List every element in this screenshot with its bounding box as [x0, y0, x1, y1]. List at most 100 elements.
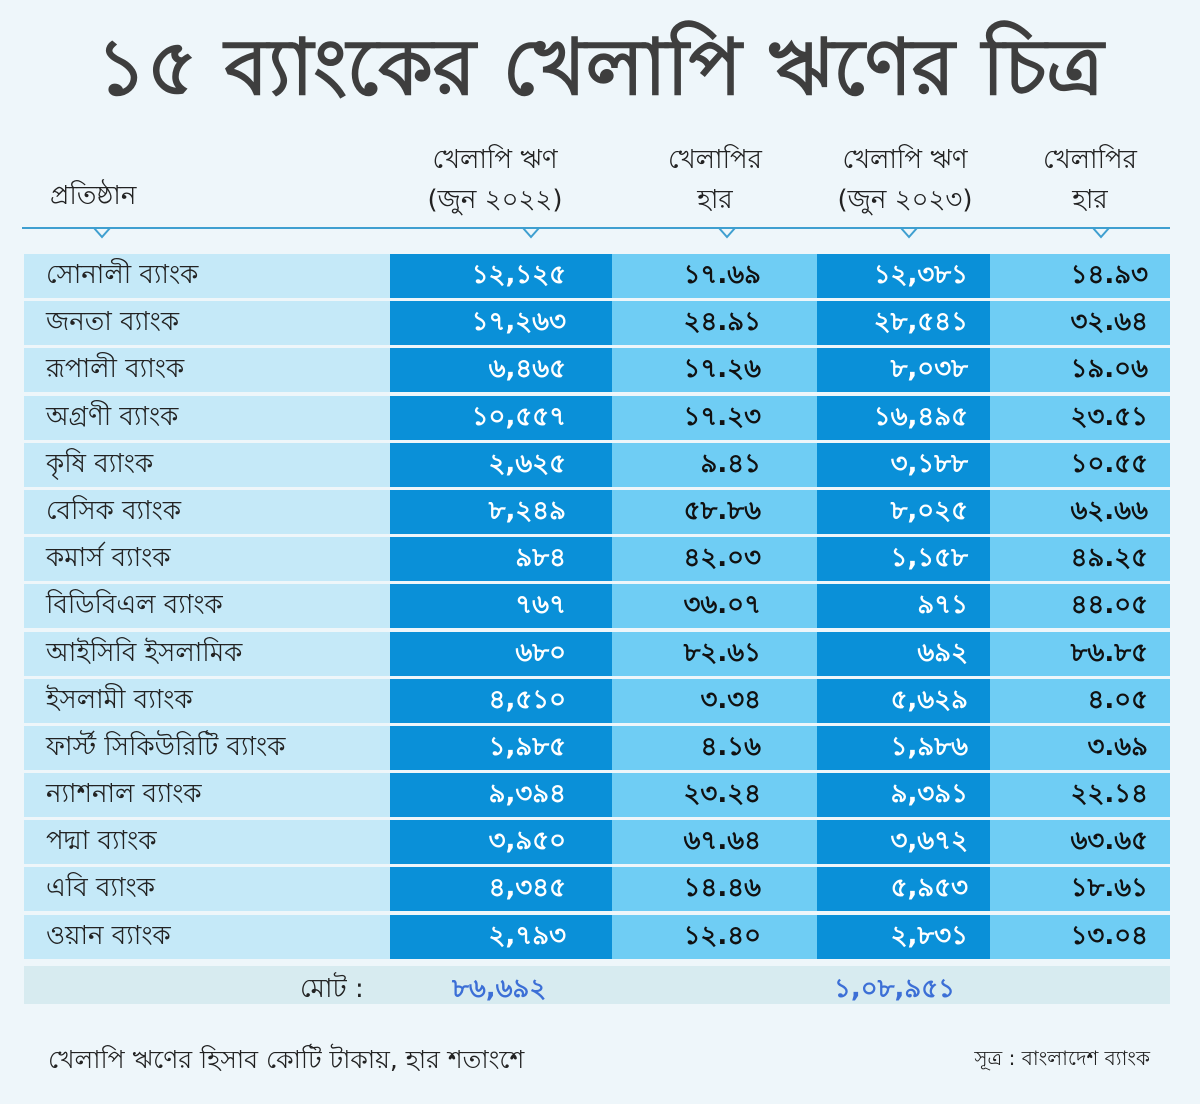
rate-2022-cell: ১৭.২৬	[612, 348, 817, 393]
table-row: আইসিবি ইসলামিক ৬৮০ ৮২.৬১ ৬৯২ ৮৬.৮৫	[24, 631, 1170, 676]
rate-2022-cell: ১৭.৬৯	[612, 254, 817, 298]
chevron-down-icon	[718, 227, 736, 239]
loan-2022-cell: ১৭,২৬৩	[390, 301, 612, 346]
loan-2022-cell: ২,৭৯৩	[390, 914, 612, 959]
bank-name-cell: বিডিবিএল ব্যাংক	[24, 584, 390, 629]
header-loan-2023-line1: খেলাপি ঋণ	[842, 145, 968, 175]
bank-name-cell: অগ্রণী ব্যাংক	[24, 395, 390, 440]
loan-2022-cell: ১,৯৮৫	[390, 725, 612, 770]
rate-2022-cell: ৮২.৬১	[612, 631, 817, 676]
bank-name-cell: ইসলামী ব্যাংক	[24, 678, 390, 723]
bank-name-cell: কৃষি ব্যাংক	[24, 442, 390, 487]
loan-2022-cell: ৩,৯৫০	[390, 820, 612, 865]
chevron-down-icon	[93, 227, 111, 239]
header-rate-2023-line2: হার	[1072, 185, 1108, 215]
rate-2022-cell: ৩.৩৪	[612, 678, 817, 723]
rate-2022-cell: ৯.৪১	[612, 442, 817, 487]
header-rate-2022: খেলাপির হার	[640, 140, 790, 220]
table-row: পদ্মা ব্যাংক ৩,৯৫০ ৬৭.৬৪ ৩,৬৭২ ৬৩.৬৫	[24, 820, 1170, 865]
data-table: সোনালী ব্যাংক ১২,১২৫ ১৭.৬৯ ১২,৩৮১ ১৪.৯৩ জনতা …	[24, 254, 1170, 962]
bank-name-cell: ন্যাশনাল ব্যাংক	[24, 773, 390, 818]
bank-name-cell: বেসিক ব্যাংক	[24, 489, 390, 534]
header-rate-2022-line2: হার	[697, 185, 733, 215]
table-row: ওয়ান ব্যাংক ২,৭৯৩ ১২.৪০ ২,৮৩১ ১৩.০৪	[24, 914, 1170, 959]
header-institution: প্রতিষ্ঠান	[50, 181, 137, 211]
rate-2023-cell: ৪.০৫	[990, 678, 1170, 723]
bank-name-cell: জনতা ব্যাংক	[24, 301, 390, 346]
rate-2023-cell: ৬৩.৬৫	[990, 820, 1170, 865]
rate-2023-cell: ৩.৬৯	[990, 725, 1170, 770]
loan-2023-cell: ২৮,৫৪১	[817, 301, 990, 346]
total-loan-2022: ৮৬,৬৯২	[452, 974, 547, 1004]
loan-2023-cell: ৮,০২৫	[817, 489, 990, 534]
header-divider	[22, 227, 1170, 229]
loan-2022-cell: ৯৮৪	[390, 537, 612, 582]
rate-2022-cell: ১৪.৪৬	[612, 867, 817, 912]
footnote: খেলাপি ঋণের হিসাব কোটি টাকায়, হার শতাংশ…	[48, 1045, 525, 1074]
table-row: অগ্রণী ব্যাংক ১০,৫৫৭ ১৭.২৩ ১৬,৪৯৫ ২৩.৫১	[24, 395, 1170, 440]
rate-2023-cell: ২৩.৫১	[990, 395, 1170, 440]
rate-2022-cell: ৫৮.৮৬	[612, 489, 817, 534]
rate-2022-cell: ১৭.২৩	[612, 395, 817, 440]
loan-2023-cell: ২,৮৩১	[817, 914, 990, 959]
loan-2022-cell: ৭৬৭	[390, 584, 612, 629]
table-row: জনতা ব্যাংক ১৭,২৬৩ ২৪.৯১ ২৮,৫৪১ ৩২.৬৪	[24, 301, 1170, 346]
rate-2023-cell: ১৯.০৬	[990, 348, 1170, 393]
header-loan-2023-line2: (জুন ২০২৩)	[837, 185, 973, 215]
rate-2023-cell: ১৮.৬১	[990, 867, 1170, 912]
loan-2023-cell: ৯৭১	[817, 584, 990, 629]
header-loan-2022: খেলাপি ঋণ (জুন ২০২২)	[410, 140, 580, 220]
loan-2022-cell: ৮,২৪৯	[390, 489, 612, 534]
bank-name-cell: কমার্স ব্যাংক	[24, 537, 390, 582]
loan-2023-cell: ৮,০৩৮	[817, 348, 990, 393]
page-title: ১৫ ব্যাংকের খেলাপি ঋণের চিত্র	[96, 23, 1104, 113]
rate-2022-cell: ৩৬.০৭	[612, 584, 817, 629]
loan-2023-cell: ১,৯৮৬	[817, 725, 990, 770]
loan-2022-cell: ৯,৩৯৪	[390, 773, 612, 818]
table-row: সোনালী ব্যাংক ১২,১২৫ ১৭.৬৯ ১২,৩৮১ ১৪.৯৩	[24, 254, 1170, 298]
rate-2023-cell: ৪৯.২৫	[990, 537, 1170, 582]
bank-name-cell: আইসিবি ইসলামিক	[24, 631, 390, 676]
source-note: সূত্র : বাংলাদেশ ব্যাংক	[974, 1046, 1150, 1070]
loan-2022-cell: ৬৮০	[390, 631, 612, 676]
rate-2022-cell: ১২.৪০	[612, 914, 817, 959]
loan-2022-cell: ৪,৩৪৫	[390, 867, 612, 912]
loan-2023-cell: ৩,৬৭২	[817, 820, 990, 865]
loan-2023-cell: ৬৯২	[817, 631, 990, 676]
table-row: ফার্স্ট সিকিউরিটি ব্যাংক ১,৯৮৫ ৪.১৬ ১,৯৮৬ ৩.…	[24, 725, 1170, 770]
rate-2022-cell: ২৩.২৪	[612, 773, 817, 818]
loan-2023-cell: ৩,১৮৮	[817, 442, 990, 487]
rate-2023-cell: ৪৪.০৫	[990, 584, 1170, 629]
rate-2023-cell: ৮৬.৮৫	[990, 631, 1170, 676]
bank-name-cell: ওয়ান ব্যাংক	[24, 914, 390, 959]
rate-2023-cell: ১০.৫৫	[990, 442, 1170, 487]
table-row: কৃষি ব্যাংক ২,৬২৫ ৯.৪১ ৩,১৮৮ ১০.৫৫	[24, 442, 1170, 487]
rate-2023-cell: ১৪.৯৩	[990, 254, 1170, 298]
header-rate-2022-line1: খেলাপির	[668, 145, 762, 175]
header-loan-2023: খেলাপি ঋণ (জুন ২০২৩)	[820, 140, 990, 220]
chevron-down-icon	[900, 227, 918, 239]
bank-name-cell: এবি ব্যাংক	[24, 867, 390, 912]
rate-2023-cell: ৬২.৬৬	[990, 489, 1170, 534]
table-row: ন্যাশনাল ব্যাংক ৯,৩৯৪ ২৩.২৪ ৯,৩৯১ ২২.১৪	[24, 773, 1170, 818]
total-label: মোট :	[300, 974, 364, 1004]
loan-2022-cell: ১০,৫৫৭	[390, 395, 612, 440]
rate-2022-cell: ৪.১৬	[612, 725, 817, 770]
bank-name-cell: সোনালী ব্যাংক	[24, 254, 390, 298]
table-row: এবি ব্যাংক ৪,৩৪৫ ১৪.৪৬ ৫,৯৫৩ ১৮.৬১	[24, 867, 1170, 912]
rate-2023-cell: ১৩.০৪	[990, 914, 1170, 959]
chevron-down-icon	[522, 227, 540, 239]
table-row: ইসলামী ব্যাংক ৪,৫১০ ৩.৩৪ ৫,৬২৯ ৪.০৫	[24, 678, 1170, 723]
rate-2022-cell: ২৪.৯১	[612, 301, 817, 346]
table-row: বিডিবিএল ব্যাংক ৭৬৭ ৩৬.০৭ ৯৭১ ৪৪.০৫	[24, 584, 1170, 629]
rate-2023-cell: ২২.১৪	[990, 773, 1170, 818]
header-loan-2022-line1: খেলাপি ঋণ	[432, 145, 558, 175]
rate-2022-cell: ৪২.০৩	[612, 537, 817, 582]
header-rate-2023-line1: খেলাপির	[1043, 145, 1137, 175]
loan-2023-cell: ১২,৩৮১	[817, 254, 990, 298]
loan-2023-cell: ১৬,৪৯৫	[817, 395, 990, 440]
header-loan-2022-line2: (জুন ২০২২)	[427, 185, 563, 215]
loan-2023-cell: ৯,৩৯১	[817, 773, 990, 818]
chevron-down-icon	[1092, 227, 1110, 239]
loan-2023-cell: ৫,৬২৯	[817, 678, 990, 723]
